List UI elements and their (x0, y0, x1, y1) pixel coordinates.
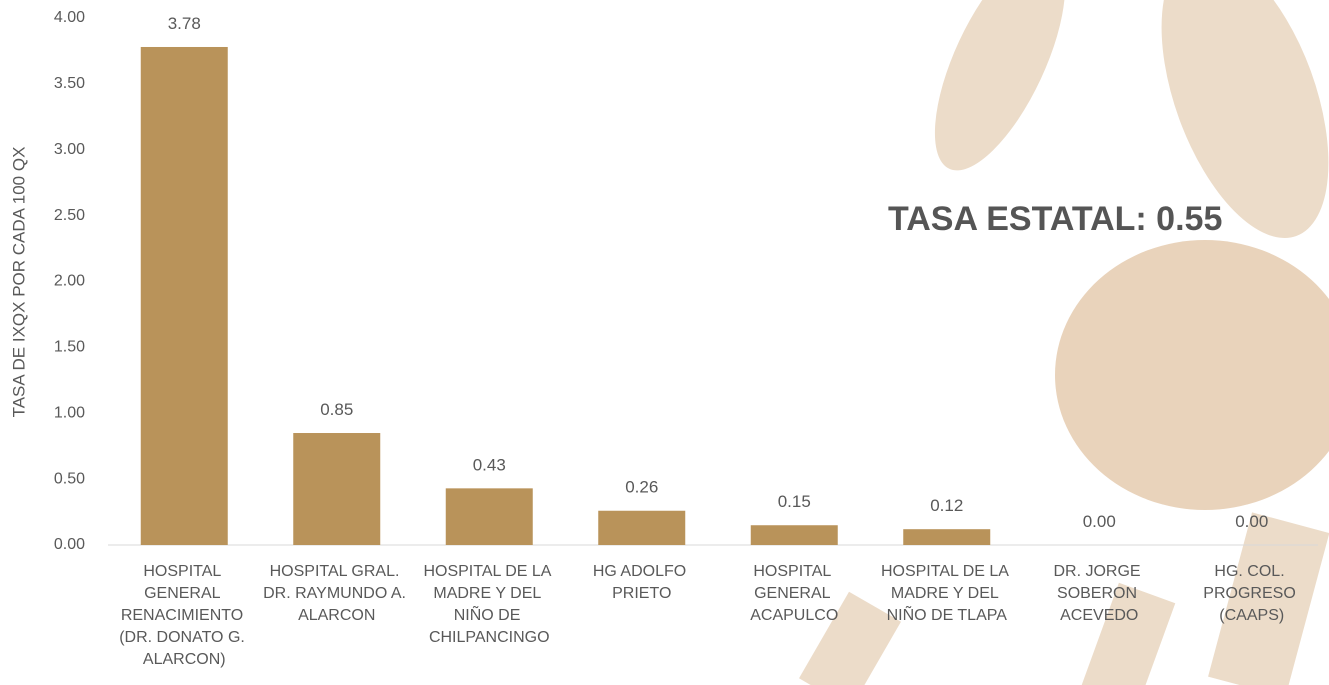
y-tick-label: 3.00 (54, 141, 85, 158)
bar (140, 46, 228, 546)
data-label: 0.00 (1235, 512, 1268, 531)
bar (903, 529, 991, 545)
bar (750, 525, 838, 545)
x-tick-label: HOSPITAL DE LA MADRE Y DEL NIÑO DE TLAPA (881, 563, 1013, 624)
data-label: 0.00 (1083, 512, 1116, 531)
background-decoration (799, 0, 1329, 685)
x-tick-label: HOSPITAL DE LA MADRE Y DEL NIÑO DE CHILP… (423, 563, 555, 646)
x-tick-label: HG. COL. PROGRESO (CAAPS) (1203, 563, 1300, 624)
annotation: TASA ESTATAL: 0.55 (888, 200, 1222, 238)
y-tick-label: 2.50 (54, 207, 85, 224)
y-tick-label: 2.00 (54, 273, 85, 290)
bar (598, 510, 686, 545)
bar (445, 488, 533, 545)
data-label: 0.43 (473, 455, 506, 474)
x-tick-label: HOSPITAL GRAL. DR. RAYMUNDO A. ALARCON (263, 563, 410, 624)
data-label: 0.85 (320, 400, 353, 419)
y-tick-label: 0.00 (54, 536, 85, 553)
bar (293, 433, 381, 545)
x-tick-label: DR. JORGE SOBERON ACEVEDO (1053, 563, 1145, 624)
y-tick-label: 0.50 (54, 470, 85, 487)
y-axis-title: TASA DE IXQX POR CADA 100 QX (9, 147, 28, 418)
y-tick-label: 3.50 (54, 75, 85, 92)
y-tick-label: 1.00 (54, 404, 85, 421)
x-tick-label: HOSPITAL GENERAL ACAPULCO (750, 563, 838, 624)
y-tick-label: 4.00 (54, 9, 85, 26)
data-label: 0.26 (625, 478, 658, 497)
data-label: 0.15 (778, 492, 811, 511)
x-tick-label: HOSPITAL GENERAL RENACIMIENTO (DR. DONAT… (119, 563, 249, 668)
data-label: 3.78 (168, 14, 201, 33)
y-tick-label: 1.50 (54, 339, 85, 356)
x-tick-label: HG ADOLFO PRIETO (593, 563, 691, 602)
data-label: 0.12 (930, 496, 963, 515)
